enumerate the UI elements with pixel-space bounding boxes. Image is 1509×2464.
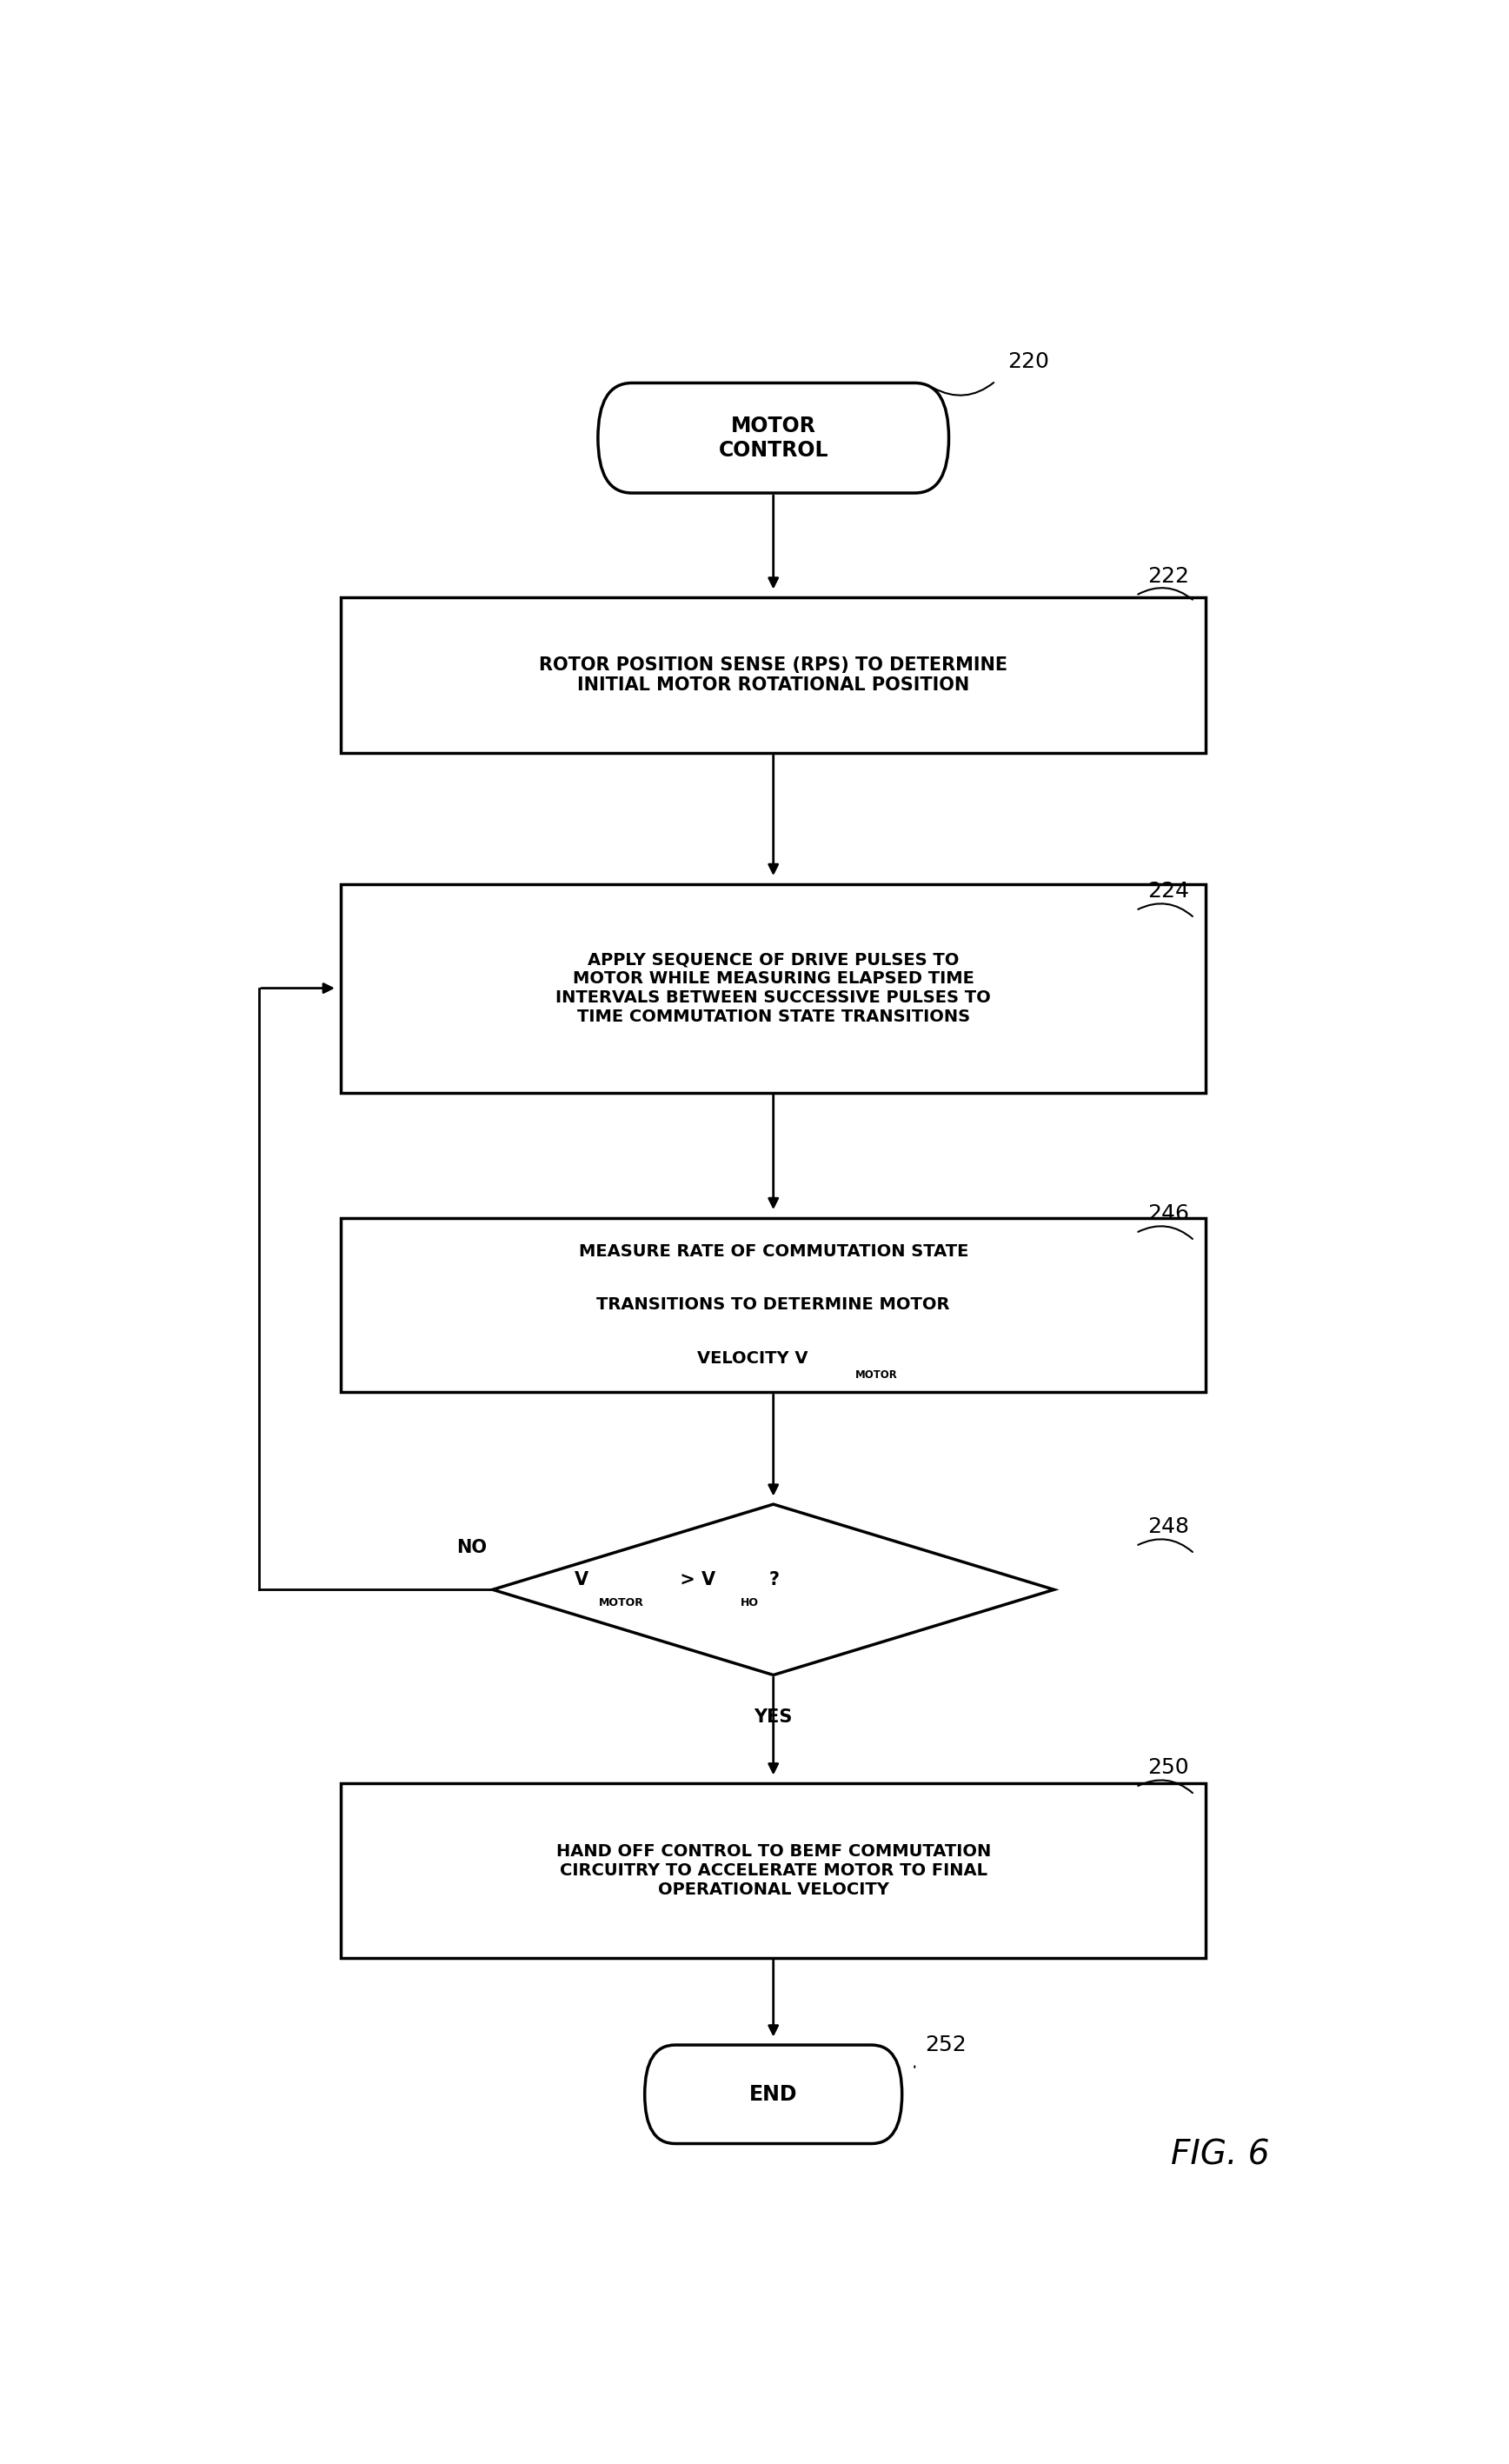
- Text: 220: 220: [1008, 352, 1049, 372]
- Text: YES: YES: [754, 1708, 792, 1725]
- Text: MOTOR: MOTOR: [599, 1597, 644, 1609]
- Bar: [341, 885, 1206, 1092]
- Bar: [341, 1784, 1206, 1959]
- Text: 252: 252: [925, 2035, 967, 2055]
- Bar: [341, 596, 1206, 754]
- Text: 246: 246: [1148, 1202, 1189, 1225]
- Text: HAND OFF CONTROL TO BEMF COMMUTATION
CIRCUITRY TO ACCELERATE MOTOR TO FINAL
OPER: HAND OFF CONTROL TO BEMF COMMUTATION CIR…: [555, 1843, 991, 1897]
- Text: V: V: [575, 1572, 589, 1589]
- Text: HO: HO: [741, 1597, 759, 1609]
- Text: MEASURE RATE OF COMMUTATION STATE: MEASURE RATE OF COMMUTATION STATE: [578, 1244, 969, 1259]
- Bar: [341, 1217, 1206, 1392]
- Text: 250: 250: [1148, 1757, 1189, 1779]
- Text: TRANSITIONS TO DETERMINE MOTOR: TRANSITIONS TO DETERMINE MOTOR: [596, 1296, 951, 1313]
- Text: MOTOR: MOTOR: [856, 1370, 898, 1380]
- Text: 222: 222: [1148, 567, 1189, 586]
- Text: > V: > V: [675, 1572, 715, 1589]
- Text: MOTOR
CONTROL: MOTOR CONTROL: [718, 416, 828, 461]
- Text: 248: 248: [1148, 1515, 1189, 1538]
- Text: END: END: [750, 2085, 797, 2104]
- FancyBboxPatch shape: [598, 382, 949, 493]
- Text: APPLY SEQUENCE OF DRIVE PULSES TO
MOTOR WHILE MEASURING ELAPSED TIME
INTERVALS B: APPLY SEQUENCE OF DRIVE PULSES TO MOTOR …: [555, 951, 991, 1025]
- Text: ROTOR POSITION SENSE (RPS) TO DETERMINE
INITIAL MOTOR ROTATIONAL POSITION: ROTOR POSITION SENSE (RPS) TO DETERMINE …: [539, 655, 1008, 695]
- Text: ?: ?: [768, 1572, 779, 1589]
- Text: VELOCITY V: VELOCITY V: [697, 1350, 809, 1368]
- Text: NO: NO: [456, 1540, 487, 1557]
- Text: FIG. 6: FIG. 6: [1171, 2139, 1269, 2171]
- Polygon shape: [493, 1503, 1053, 1676]
- FancyBboxPatch shape: [644, 2045, 902, 2144]
- Text: 224: 224: [1148, 882, 1189, 902]
